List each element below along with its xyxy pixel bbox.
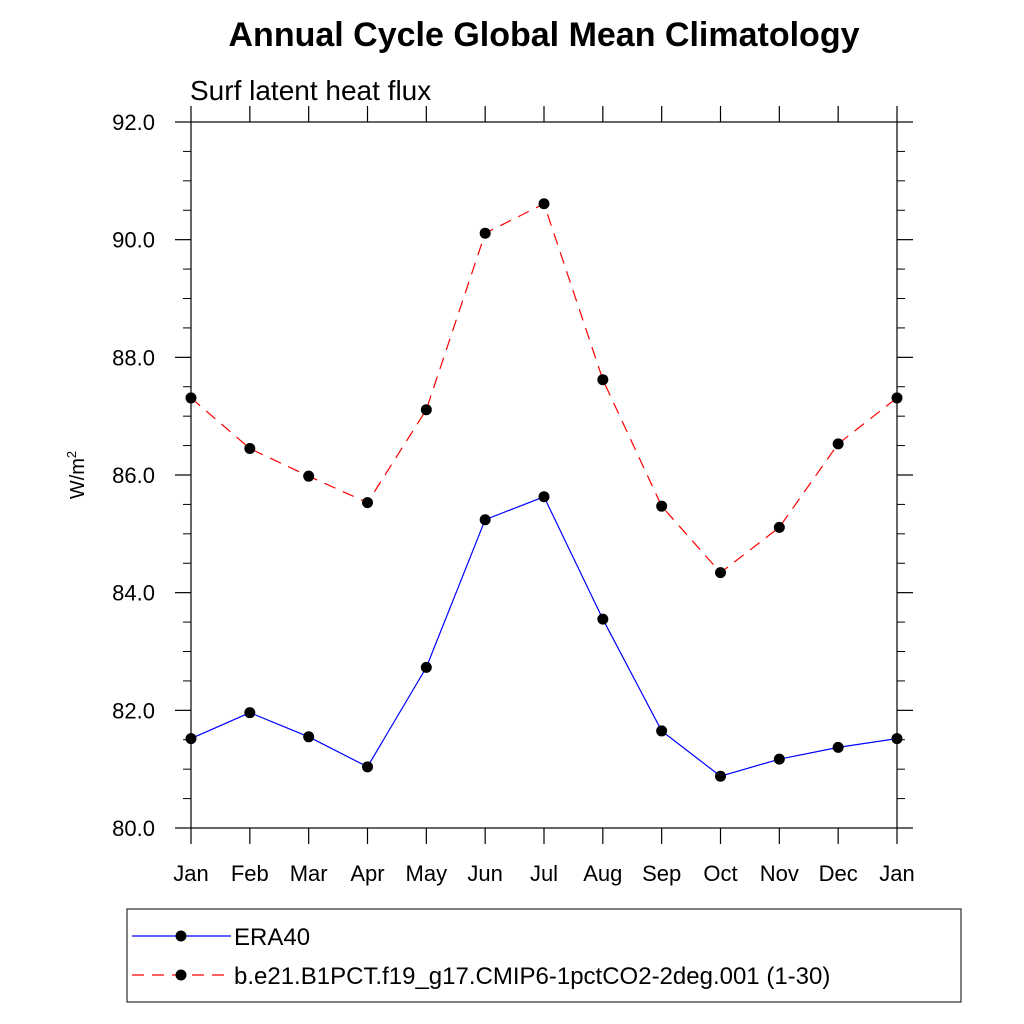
x-tick-label: Jan: [173, 861, 208, 886]
legend-marker-1: [175, 930, 187, 942]
series-1-point: [420, 661, 432, 673]
series-1-point: [715, 770, 726, 782]
x-tick-label: Mar: [290, 861, 328, 886]
series-1-point: [362, 761, 373, 773]
legend-label-2: b.e21.B1PCT.f19_g17.CMIP6-1pctCO2-2deg.0…: [234, 963, 830, 990]
legend-label-1: ERA40: [234, 924, 310, 951]
series-1-point: [303, 731, 315, 743]
legend: ERA40 b.e21.B1PCT.f19_g17.CMIP6-1pctCO2-2…: [126, 908, 962, 1003]
x-tick-label: Jun: [467, 861, 502, 886]
series-1-point: [244, 707, 256, 719]
series-2-point: [832, 438, 844, 450]
series-2-point: [479, 227, 491, 239]
series-2-point: [773, 521, 785, 533]
legend-items: ERA40 b.e21.B1PCT.f19_g17.CMIP6-1pctCO2-2…: [132, 924, 830, 990]
series-2-point: [303, 470, 315, 482]
y-tick-label: 86.0: [112, 463, 155, 488]
x-tick-label: Apr: [350, 861, 384, 886]
series-layer: [185, 198, 903, 782]
y-tick-label: 90.0: [112, 228, 155, 253]
legend-box: [126, 908, 962, 1003]
y-tick-label: 84.0: [112, 581, 155, 606]
y-axis-label: W/m2: [64, 451, 89, 499]
x-tick-label: Aug: [583, 861, 622, 886]
series-2-point: [244, 443, 256, 455]
x-tick-label: Oct: [703, 861, 737, 886]
y-tick-label: 88.0: [112, 345, 155, 370]
series-1-point: [773, 753, 785, 765]
y-tick-label: 82.0: [112, 698, 155, 723]
series-1-point: [185, 733, 197, 745]
series-1-point: [538, 491, 550, 503]
series-2-point: [362, 497, 373, 509]
x-tick-label: Sep: [642, 861, 681, 886]
x-tick-label: Jan: [879, 861, 914, 886]
series-2-point: [891, 392, 903, 404]
series-1-point: [832, 741, 844, 753]
y-axis-label-text: W/m: [67, 458, 89, 499]
series-1-point: [891, 733, 903, 745]
plot-frame: [190, 121, 898, 829]
y-axis-label-superscript: 2: [64, 451, 79, 458]
y-tick-label: 80.0: [112, 816, 155, 841]
series-2-point: [597, 374, 609, 386]
legend-marker-2: [175, 969, 187, 981]
series-1-point: [597, 613, 609, 625]
chart-subtitle: Surf latent heat flux: [190, 75, 431, 106]
x-tick-label: Dec: [819, 861, 858, 886]
series-2-point: [656, 500, 668, 512]
y-axis: 80.0 82.0 84.0 86.0 88.0 90.0 92.0: [112, 110, 913, 841]
series-2-point: [715, 567, 726, 579]
x-tick-label: May: [406, 861, 448, 886]
x-tick-label: Jul: [530, 861, 558, 886]
chart-title: Annual Cycle Global Mean Climatology: [229, 16, 860, 54]
series-2-point: [420, 404, 432, 416]
x-tick-label: Feb: [231, 861, 269, 886]
series-2-point: [185, 392, 197, 404]
series-2-point: [538, 198, 550, 210]
series-line-2: [190, 202, 898, 574]
x-tick-label: Nov: [760, 861, 799, 886]
series-1-point: [656, 725, 668, 737]
series-line-1: [190, 496, 898, 777]
series-1-point: [479, 514, 491, 526]
x-axis: Jan Feb Mar Apr May Jun Jul Aug Sep Oct Nov Dec Jan: [173, 106, 915, 886]
y-tick-label: 92.0: [112, 110, 155, 135]
